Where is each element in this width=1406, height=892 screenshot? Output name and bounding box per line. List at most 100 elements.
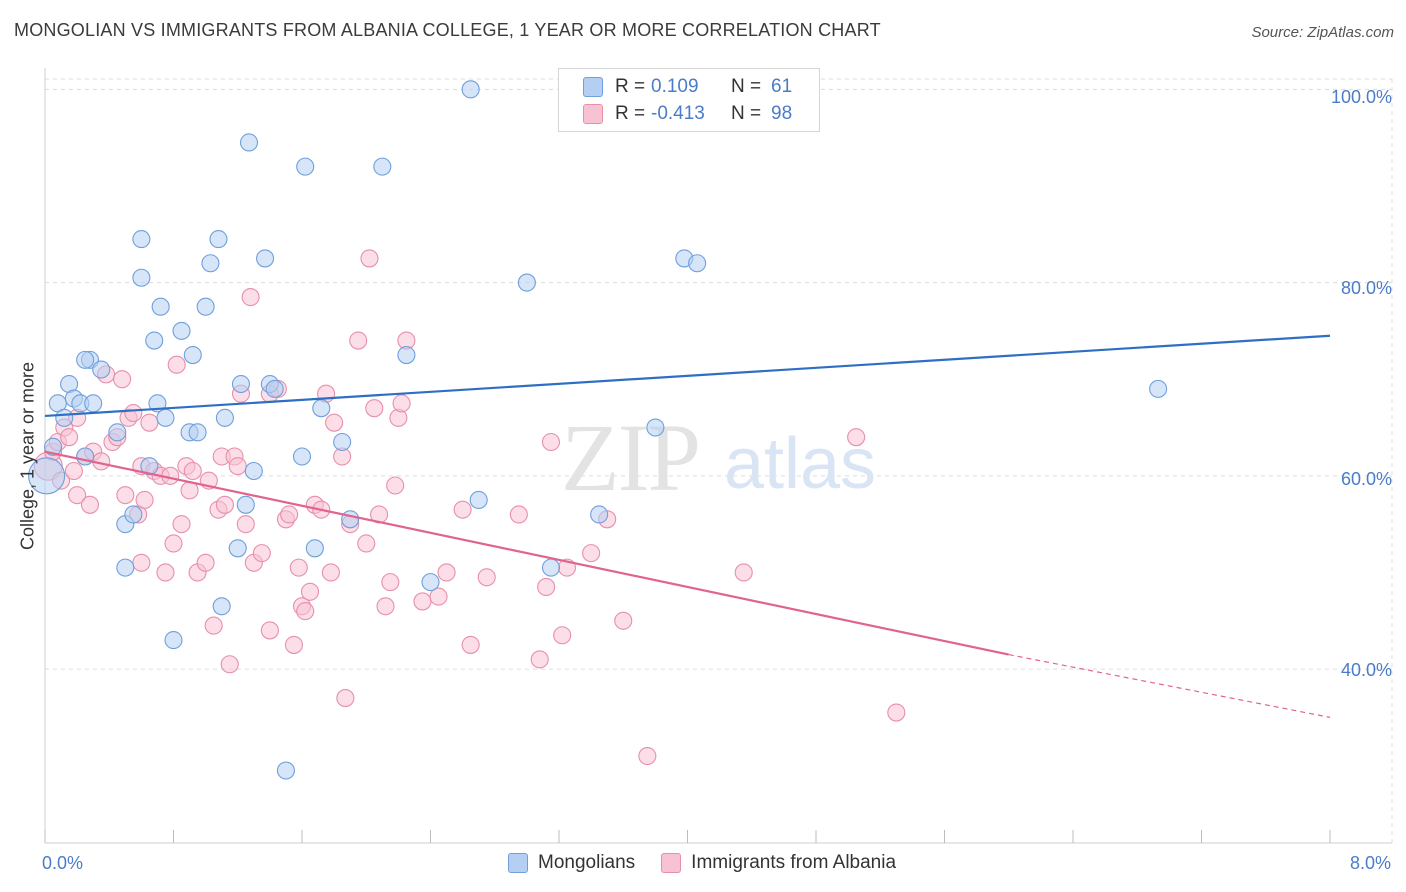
albania-point — [477, 568, 496, 587]
legend-r-value: -0.413 — [651, 103, 705, 124]
mongolians-point — [541, 558, 561, 577]
mongolians-point — [469, 490, 488, 510]
trend-line-mongolians — [44, 334, 1331, 418]
mongolians-point — [156, 408, 175, 427]
mongolians-point — [341, 510, 360, 529]
legend-swatch-pink — [661, 853, 682, 873]
mongolians-point — [517, 273, 536, 292]
watermark-zip: ZIP — [561, 404, 699, 511]
legend-swatch-blue — [508, 853, 528, 873]
albania-point — [64, 461, 83, 481]
albania-point — [196, 553, 215, 572]
mongolians-point — [688, 254, 707, 273]
mongolians-point — [108, 423, 127, 442]
albania-point — [638, 746, 657, 766]
albania-point — [376, 597, 395, 616]
legend-label-albania: Immigrants from Albania — [691, 852, 897, 873]
albania-point — [553, 626, 572, 645]
mongolians-point — [646, 418, 665, 437]
mongolians-point — [265, 379, 284, 398]
albania-point — [734, 563, 753, 582]
mongolians-point — [236, 495, 255, 514]
y-tick-label-60: 60.0% — [1340, 469, 1392, 489]
mongolians-point — [124, 505, 143, 524]
albania-point — [530, 650, 549, 669]
legend-swatch-pink — [583, 104, 603, 124]
albania-point — [241, 288, 260, 307]
trend-lines — [44, 334, 1331, 718]
albania-point — [116, 486, 135, 505]
albania-point — [220, 655, 239, 674]
albania-point — [135, 490, 154, 510]
albania-point — [509, 505, 528, 524]
albania-point — [437, 563, 456, 582]
mongolians-point — [421, 573, 440, 592]
albania-point — [183, 461, 202, 481]
albania-point — [325, 413, 344, 432]
albania-point — [321, 563, 340, 582]
mongolians-point — [397, 345, 416, 365]
albania-point — [392, 394, 411, 413]
series-mongolians-points — [28, 80, 1168, 780]
trend-line-albania-extrapolated — [1008, 653, 1331, 718]
legend-n-label: N = — [731, 103, 762, 124]
mongolians-point — [84, 394, 103, 413]
mongolians-point — [151, 297, 170, 316]
albania-point — [172, 515, 191, 534]
albania-point — [847, 428, 866, 447]
albania-point — [336, 689, 355, 708]
mongolians-point — [312, 399, 331, 418]
mongolians-point — [239, 133, 259, 152]
y-axis-label: College, 1 year or more — [17, 361, 38, 551]
stats-legend: R = 0.109 N = 61 R = -0.413 N = 98 — [558, 68, 820, 132]
albania-point — [204, 616, 223, 635]
series-albania-points — [33, 249, 906, 766]
albania-point — [236, 515, 255, 534]
mongolians-point — [76, 350, 95, 369]
watermark: ZIP atlas — [561, 404, 876, 511]
mongolians-point — [276, 761, 295, 780]
axes — [44, 68, 1392, 844]
albania-point — [360, 249, 379, 268]
albania-point — [80, 495, 100, 514]
y-tick-label-40: 40.0% — [1340, 660, 1392, 680]
mongolians-point — [172, 321, 191, 340]
mongolians-point — [292, 447, 312, 466]
albania-point — [124, 403, 143, 423]
mongolians-point — [333, 432, 352, 452]
mongolians-point — [116, 558, 135, 577]
albania-point — [887, 703, 906, 722]
mongolians-point — [461, 80, 480, 99]
albania-point — [300, 582, 320, 601]
mongolians-point — [209, 230, 228, 249]
mongolians-point — [296, 157, 315, 176]
mongolians-point — [1149, 379, 1168, 398]
albania-point — [429, 587, 448, 606]
legend-item-albania[interactable]: Immigrants from Albania — [661, 852, 896, 874]
albania-point — [386, 476, 405, 495]
legend-item-mongolians[interactable]: Mongolians — [508, 852, 635, 874]
legend-r-label: R = — [615, 76, 646, 97]
albania-point — [164, 534, 183, 553]
mongolians-point — [92, 360, 111, 379]
albania-point — [260, 621, 279, 640]
albania-point — [156, 563, 175, 582]
mongolians-point — [196, 297, 215, 316]
legend-n-value: 98 — [771, 103, 793, 124]
mongolians-point — [188, 423, 207, 442]
legend-r-label: R = — [615, 103, 646, 124]
albania-point — [537, 577, 556, 596]
mongolians-point — [256, 249, 275, 268]
albania-point — [252, 544, 271, 563]
grid-lines — [45, 78, 1393, 843]
mongolians-point — [244, 461, 263, 481]
mongolians-point — [145, 331, 164, 350]
mongolians-point — [43, 437, 63, 456]
legend-swatch-blue — [583, 77, 603, 97]
x-tick-label-max: 8.0% — [1350, 853, 1392, 873]
mongolians-point — [55, 408, 74, 427]
albania-point — [60, 428, 79, 447]
albania-point — [284, 635, 304, 654]
mongolians-point — [231, 374, 251, 394]
y-tick-label-100: 100.0% — [1330, 87, 1392, 107]
